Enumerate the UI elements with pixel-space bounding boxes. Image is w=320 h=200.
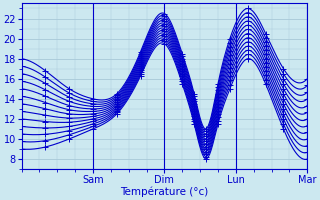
X-axis label: Température (°c): Température (°c) <box>120 186 209 197</box>
